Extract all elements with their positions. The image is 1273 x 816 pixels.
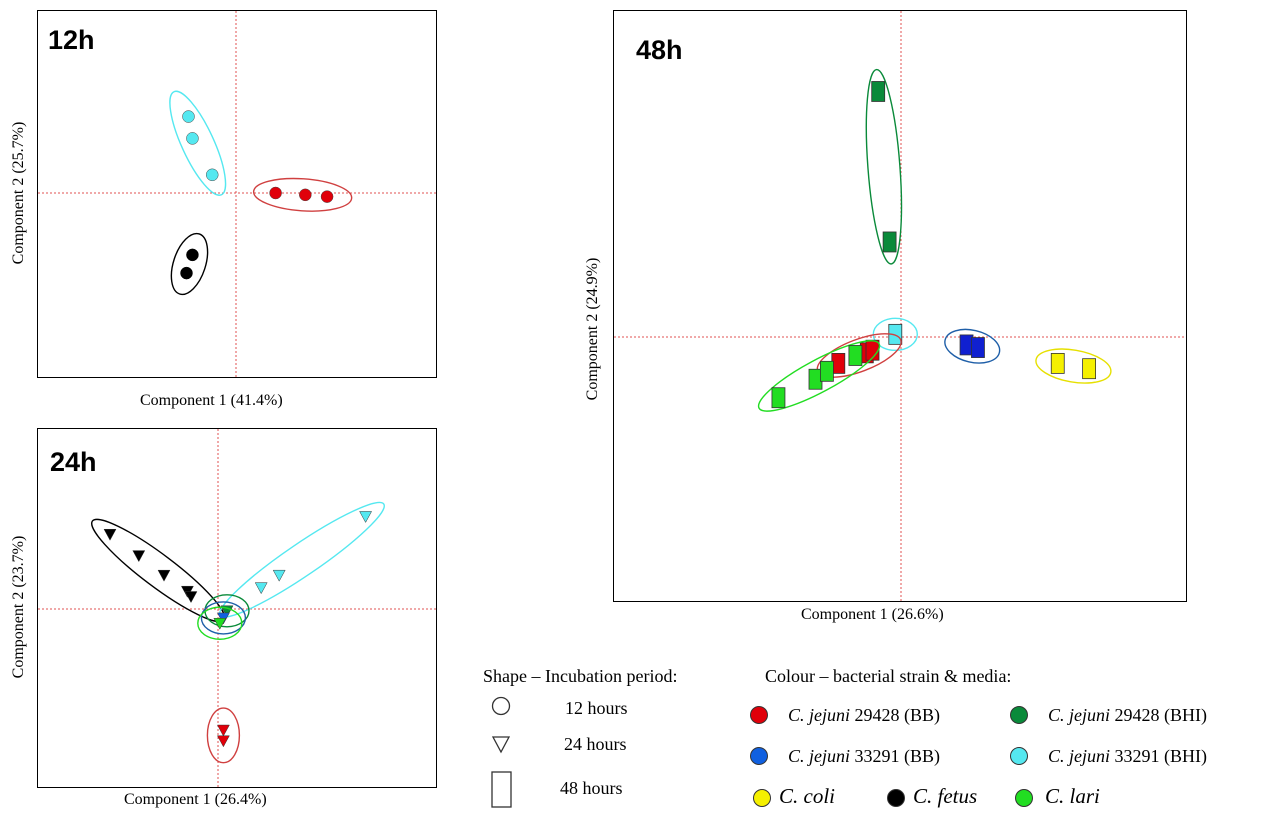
point-c-lari <box>819 360 834 382</box>
point-c-jejuni-33291-bhi <box>272 569 286 582</box>
cluster-ellipse-c-lari <box>757 340 881 412</box>
legend-label-cj33291-bhi: C. jejuni 33291 (BHI) <box>1048 746 1207 766</box>
point-c-jejuni-29428-bhi <box>871 81 886 102</box>
legend-shape-icons <box>491 696 512 808</box>
point-c-lari <box>771 387 786 409</box>
point-c-jejuni-29428-bb <box>269 186 282 200</box>
point-c-lari <box>213 617 227 630</box>
legend-label-c-coli: C. coli <box>779 784 835 808</box>
plot-12h-title: 12h <box>48 25 95 55</box>
cluster-ellipse-c-fetus <box>170 232 209 296</box>
point-c-jejuni-33291-bhi <box>254 582 268 595</box>
cluster-ellipse-c-jejuni-33291-bb <box>944 328 1001 364</box>
legend-label-cj29428-bb: C. jejuni 29428 (BB) <box>788 705 940 725</box>
cluster-ellipse-c-jejuni-29428-bb <box>206 707 241 764</box>
cluster-ellipse-c-jejuni-29428-bhi <box>865 68 903 265</box>
legend-dot-cj33291-bb <box>750 747 768 765</box>
legend-dot-cj29428-bhi <box>1010 706 1028 724</box>
legend-dot-c-fetus <box>887 789 905 807</box>
plot-48h-ylabel: Component 2 (24.9%) <box>584 257 601 401</box>
legend-shape-12h: 12 hours <box>565 698 628 718</box>
legend-colour-header: Colour – bacterial strain & media: <box>765 666 1012 686</box>
legend-shape-48h: 48 hours <box>560 778 623 798</box>
legend-shape-24h: 24 hours <box>564 734 627 754</box>
point-c-fetus <box>180 266 193 280</box>
point-c-jejuni-33291-bhi <box>205 168 219 182</box>
plot-24h-xlabel: Component 1 (26.4%) <box>124 791 267 808</box>
cluster-ellipse-c-coli <box>1035 348 1112 384</box>
plot-48h-xlabel: Component 1 (26.6%) <box>801 606 944 623</box>
legend-dot-c-lari <box>1015 789 1033 807</box>
legend-dot-cj29428-bb <box>750 706 768 724</box>
point-c-coli <box>1050 352 1065 374</box>
legend-label-c-fetus: C. fetus <box>913 784 978 808</box>
legend-label-c-lari: C. lari <box>1045 784 1100 808</box>
point-c-jejuni-29428-bb <box>320 190 334 203</box>
cluster-ellipse-c-lari <box>197 606 243 640</box>
cluster-ellipse-c-jejuni-33291-bb <box>200 601 247 635</box>
point-c-jejuni-29428-bb <box>299 188 312 202</box>
legend-dot-c-coli <box>753 789 771 807</box>
plot-24h: 24h <box>37 428 437 788</box>
plot-48h: 48h <box>613 10 1187 602</box>
point-c-fetus <box>184 591 198 604</box>
plot-12h-xlabel: Component 1 (41.4%) <box>140 392 283 409</box>
point-c-fetus <box>186 248 199 262</box>
cluster-ellipse-c-jejuni-29428-bb <box>252 177 353 212</box>
point-c-jejuni-29428-bb <box>216 735 230 748</box>
point-c-jejuni-33291-bb <box>971 337 985 358</box>
point-c-lari <box>848 345 863 366</box>
plot-12h: 12h <box>37 10 437 378</box>
point-c-jejuni-33291-bhi <box>359 511 373 523</box>
plot-24h-canvas <box>38 429 436 787</box>
legend-label-cj33291-bb: C. jejuni 33291 (BB) <box>788 746 940 766</box>
point-c-jejuni-29428-bb <box>216 724 230 737</box>
point-c-coli <box>1082 358 1097 380</box>
circle-icon <box>491 696 511 716</box>
triangle-icon <box>491 736 511 754</box>
rectangle-icon <box>491 771 512 808</box>
legend-dot-cj33291-bhi <box>1010 747 1028 765</box>
point-c-fetus <box>157 569 171 582</box>
point-c-jejuni-29428-bhi <box>882 231 897 253</box>
plot-48h-title: 48h <box>636 35 683 65</box>
legend: Shape – Incubation period: Colour – bact… <box>483 660 1273 810</box>
point-c-fetus <box>103 528 117 541</box>
plot-48h-canvas <box>614 11 1186 601</box>
point-c-fetus <box>132 550 146 563</box>
legend-label-cj29428-bhi: C. jejuni 29428 (BHI) <box>1048 705 1207 725</box>
plot-12h-ylabel: Component 2 (25.7%) <box>10 121 27 265</box>
plot-24h-ylabel: Component 2 (23.7%) <box>10 535 27 679</box>
plot-24h-title: 24h <box>50 447 97 477</box>
legend-shape-header: Shape – Incubation period: <box>483 666 678 686</box>
point-c-jejuni-33291-bhi <box>186 132 199 145</box>
point-c-jejuni-33291-bhi <box>182 110 195 123</box>
cluster-ellipse-c-jejuni-33291-bhi <box>169 90 227 196</box>
plot-12h-canvas <box>38 11 436 377</box>
